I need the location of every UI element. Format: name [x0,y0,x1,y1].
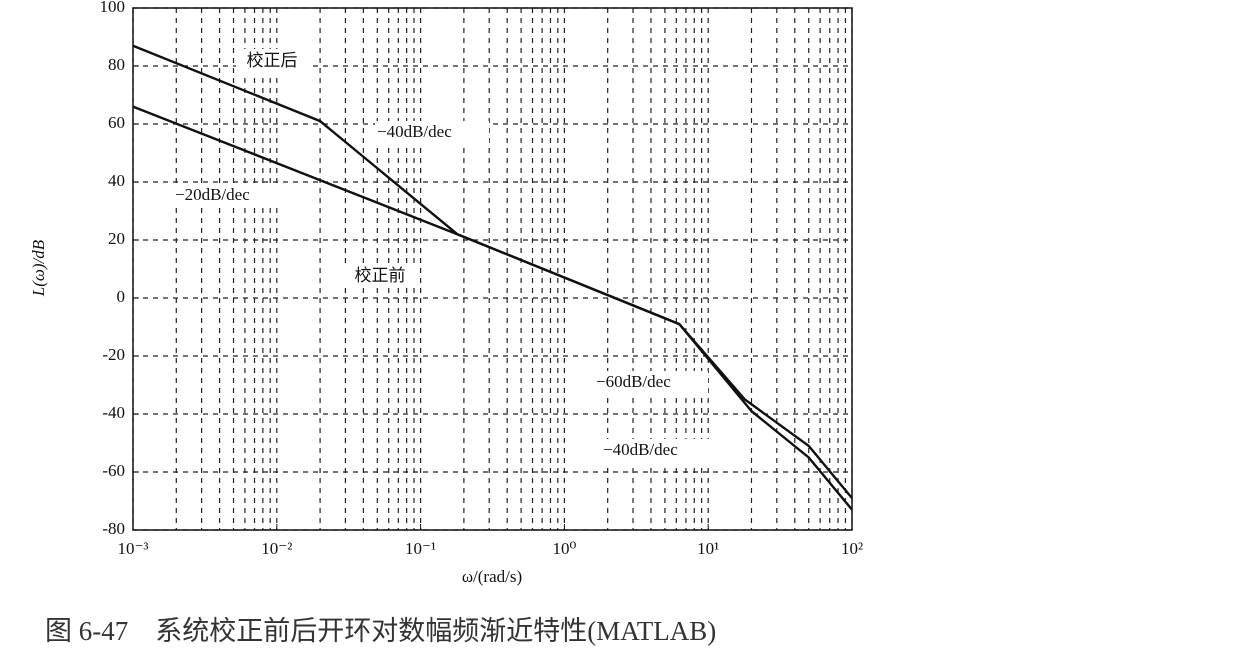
y-tick-label: 0 [117,287,126,306]
plot-frame [132,7,853,531]
x-tick-label: 10² [841,539,863,558]
y-tick-label: -80 [102,519,125,538]
y-tick-label: -40 [102,403,125,422]
y-tick-label: -20 [102,345,125,364]
y-tick-label: 60 [108,113,125,132]
label-bg [236,49,308,73]
x-tick-label: 10⁻³ [117,539,148,558]
annotation: −40dB/dec [377,122,452,141]
x-tick-label: 10¹ [697,539,719,558]
annotation: −20dB/dec [175,185,250,204]
annotation: −40dB/dec [603,440,678,459]
annotation-bg [601,439,715,463]
x-axis-label: ω/(rad/s) [462,567,522,586]
y-tick-label: 20 [108,229,125,248]
y-tick-label: 40 [108,171,125,190]
x-tick-label: 10⁻¹ [405,539,436,558]
x-tick-label: 10⁰ [552,539,576,558]
line-series [132,44,853,511]
label-bg [344,264,416,288]
annotation-bg [594,371,708,395]
annotation-bg [173,184,287,208]
series-label: 校正后 [247,51,298,71]
annotation-bg [375,121,489,145]
annotation: −60dB/dec [596,372,671,391]
y-axis-label: L(ω)/dB [29,239,48,297]
y-tick-label: -60 [102,461,125,480]
x-tick-label: 10⁻² [261,539,292,558]
series-label: 校正前 [355,266,406,286]
y-tick-label: 80 [108,55,125,74]
y-tick-label: 100 [100,0,126,16]
caption: 图 6-47 系统校正前后开环对数幅频渐近特性(MATLAB) [45,616,716,646]
line-series [132,105,853,499]
